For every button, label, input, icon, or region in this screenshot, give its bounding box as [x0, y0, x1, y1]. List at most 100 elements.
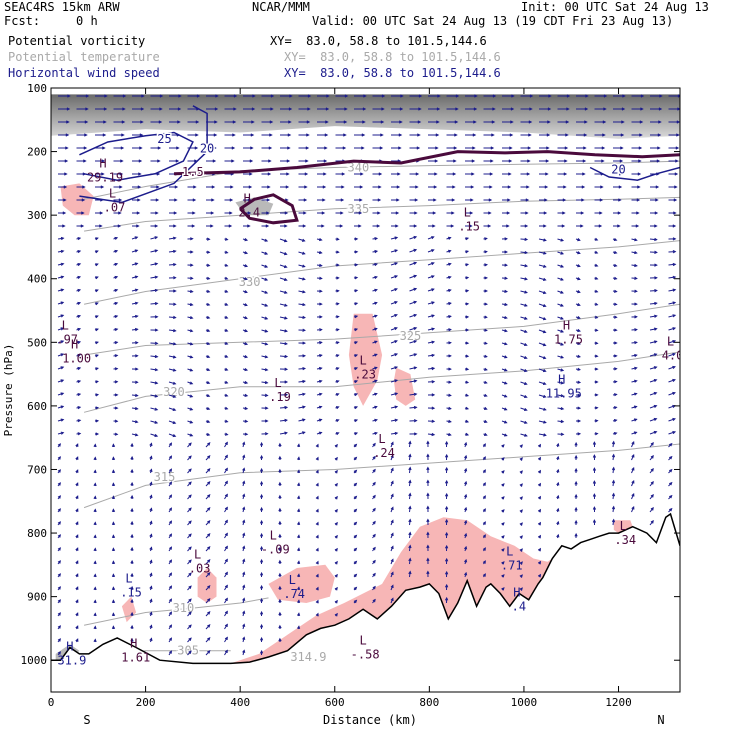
wind-arrowhead: [207, 572, 211, 576]
wind-arrowhead: [594, 237, 599, 241]
wind-arrowhead: [637, 172, 642, 176]
wind-arrowhead: [278, 533, 282, 538]
wind-arrowhead: [633, 431, 638, 435]
wind-arrowhead: [672, 288, 677, 292]
terrain: [51, 512, 680, 692]
wind-arrowhead: [296, 573, 301, 577]
wind-arrowhead: [318, 405, 323, 409]
wind-arrow: [168, 420, 176, 424]
wind-arrowhead: [57, 560, 61, 564]
wind-arrowhead: [242, 519, 246, 524]
wind-arrowhead: [613, 250, 618, 254]
wind-arrowhead: [560, 394, 565, 398]
wind-arrowhead: [206, 276, 211, 280]
wind-arrowhead: [504, 420, 508, 424]
wind-arrowhead: [484, 289, 488, 293]
wind-arrowhead: [296, 521, 301, 525]
wind-arrowhead: [560, 316, 564, 320]
wind-arrowhead: [537, 521, 541, 526]
extremum-marker: L: [274, 376, 281, 390]
wind-arrowhead: [519, 522, 523, 526]
wind-arrowhead: [305, 146, 310, 150]
wind-arrowhead: [154, 249, 159, 253]
wind-arrowhead: [114, 367, 119, 371]
wind-arrowhead: [75, 599, 79, 603]
wind-arrowhead: [640, 107, 644, 111]
wind-arrowhead: [194, 146, 199, 150]
wind-arrowhead: [154, 328, 159, 332]
wind-arrowhead: [397, 172, 401, 176]
wind-arrowhead: [154, 275, 159, 279]
wind-arrowhead: [594, 341, 599, 345]
wind-arrowhead: [134, 314, 139, 319]
wind-arrowhead: [547, 120, 551, 124]
pv-contour-line: [239, 193, 299, 225]
wind-arrowhead: [248, 185, 253, 189]
wind-arrowhead: [168, 572, 172, 576]
wind-arrowhead: [224, 263, 229, 267]
wind-arrowhead: [658, 107, 663, 111]
wind-arrowhead: [354, 432, 359, 436]
wind-arrowhead: [64, 159, 69, 163]
wind-arrowhead: [244, 329, 249, 333]
wind-arrowhead: [390, 558, 394, 563]
wind-arrowhead: [413, 248, 418, 252]
wind-arrowhead: [413, 327, 418, 331]
wind-arrowhead: [464, 441, 468, 446]
wind-arrowhead: [301, 238, 306, 242]
extremum-marker: H: [244, 191, 251, 205]
wind-arrowhead: [173, 315, 177, 320]
wind-arrowhead: [444, 518, 449, 523]
wind-arrowhead: [63, 185, 68, 189]
gray-shade-region: [235, 197, 274, 216]
wind-arrowhead: [672, 352, 676, 357]
wind-arrowhead: [95, 302, 99, 306]
field-name-theta: Potential temperature: [8, 50, 160, 64]
wind-arrowhead: [302, 264, 306, 268]
wind-arrowhead: [188, 585, 192, 589]
wind-arrowhead: [244, 368, 249, 372]
wind-arrowhead: [594, 263, 599, 267]
wind-arrowhead: [408, 492, 412, 497]
wind-arrowhead: [508, 172, 512, 176]
wind-arrowhead: [413, 287, 418, 291]
wind-arrowhead: [482, 482, 486, 486]
wind-arrowhead: [594, 315, 599, 319]
wind-arrowhead: [284, 367, 289, 371]
wind-arrowhead: [592, 454, 597, 458]
wind-arrowhead: [75, 573, 79, 577]
wind-arrowhead: [448, 419, 452, 423]
wind-arrowhead: [335, 393, 340, 397]
wind-arrowhead: [374, 353, 378, 357]
wind-arrowhead: [137, 198, 141, 202]
wind-arrowhead: [634, 263, 638, 268]
wind-arrow: [279, 277, 287, 281]
wind-arrowhead: [633, 405, 638, 409]
wind-arrowhead: [284, 211, 289, 215]
wind-arrowhead: [57, 612, 61, 616]
extremum-marker: L: [620, 519, 627, 533]
wind-arrowhead: [224, 276, 229, 280]
wind-arrowhead: [372, 598, 376, 603]
wind-arrowhead: [296, 482, 301, 486]
wind-arrowhead: [394, 431, 399, 436]
wind-arrowhead: [159, 107, 163, 111]
wind-arrowhead: [594, 302, 599, 306]
wind-arrowhead: [482, 521, 486, 525]
wind-arrowhead: [75, 495, 79, 499]
wind-arrowhead: [149, 585, 153, 590]
wind-arrowhead: [543, 277, 547, 281]
wind-arrowhead: [284, 431, 288, 435]
wind-arrow: [279, 316, 287, 319]
wind-arrowhead: [677, 94, 680, 98]
wind-arrowhead: [60, 340, 65, 344]
wind-arrowhead: [65, 133, 70, 137]
wind-arrowhead: [546, 146, 550, 150]
wind-arrowhead: [242, 545, 246, 550]
wind-arrowhead: [504, 407, 508, 411]
extremum-marker: L: [270, 528, 277, 542]
wind-arrowhead: [354, 263, 359, 267]
wind-arrowhead: [283, 265, 288, 269]
wind-arrowhead: [213, 146, 217, 150]
wind-arrowhead: [450, 224, 455, 228]
